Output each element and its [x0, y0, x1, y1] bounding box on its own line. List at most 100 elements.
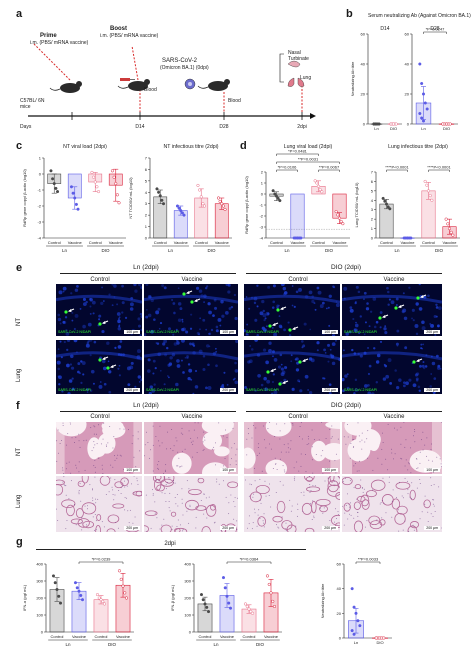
mouse-icon [197, 79, 230, 91]
y-tick-label: 4 [145, 190, 148, 195]
data-point [77, 589, 81, 593]
x-tick-label: Ln [421, 126, 425, 131]
data-point [101, 599, 105, 603]
e-dio-header: DIO (2dpi) [331, 264, 361, 271]
group-label: DIO [435, 248, 444, 253]
arrow-icon [420, 295, 424, 298]
stain-label: SARS-CoV-2 N/DAPI [146, 388, 180, 392]
data-point [80, 598, 85, 602]
chart-c-viral: NT viral load (2dpi) -4 -3 -2 -1 0 1 RdRp gene … [22, 144, 126, 253]
group-label: Ln [284, 248, 290, 253]
scale-bar: 100 μm [220, 468, 236, 472]
stain-label: SARS-CoV-2 N/DAPI [246, 388, 280, 392]
scale-bar: 200 μm [424, 330, 440, 334]
chart-b-d28: D28 0 20 40 60 Ln DIO *P=0.0247 [405, 26, 458, 131]
data-point [49, 169, 53, 173]
x-tick-label: Vaccine [215, 240, 230, 245]
panel-f-letter: f [16, 400, 20, 412]
panel-c-letter: c [16, 140, 23, 152]
data-point [179, 209, 183, 213]
chart-g-ifnb: 0 100 200 300 400 IFN-β (pg/ mL) Control Vaccin… [170, 557, 282, 647]
panel-e-letter: e [16, 262, 23, 274]
data-point [448, 122, 452, 126]
data-point [250, 611, 255, 615]
data-point [110, 169, 115, 173]
x-tick-label: Vaccine [333, 240, 348, 245]
scale-bar: 100 μm [220, 330, 236, 334]
data-point [276, 196, 280, 200]
y-tick-label: 300 [36, 579, 43, 584]
data-point [449, 230, 453, 234]
data-point [336, 213, 340, 217]
fluorescence-micrograph: SARS-CoV-2 N/DAPI 200 μm [244, 340, 340, 394]
days-label: Days [20, 124, 32, 130]
data-point [278, 199, 282, 203]
f-row-lung: Lung [16, 494, 22, 508]
arrow-icon [110, 365, 114, 368]
chart-g-ifna: 0 100 200 300 400 IFN-α (pg/ mL) Control Vaccin… [22, 557, 134, 647]
data-point [95, 593, 100, 597]
histology-image: 200 μm [144, 476, 238, 532]
y-tick-label: 3 [145, 201, 148, 206]
x-tick-label: Control [95, 634, 108, 639]
viral-signal [182, 292, 186, 296]
arrow-icon [186, 291, 190, 294]
data-point [93, 180, 97, 184]
y-tick-label: 60 [361, 32, 366, 37]
sig-bracket [276, 161, 340, 164]
data-point [221, 204, 225, 208]
data-point [243, 602, 248, 606]
e-ln-header: Ln (2dpi) [133, 264, 159, 271]
y-tick-label: -1 [259, 203, 263, 208]
data-point [199, 195, 203, 199]
mice-label: C57BL/ 6N mice [20, 98, 45, 110]
data-point [352, 632, 356, 636]
fluorescence-micrograph: SARS-CoV-2 N/DAPI 200 μm [56, 340, 142, 394]
data-point [339, 219, 343, 224]
bar [290, 193, 305, 239]
y-tick-label: 0 [41, 630, 44, 635]
data-point [391, 122, 396, 126]
y-tick-label: 0 [39, 172, 42, 177]
y-axis-label: IFN-β (pg/ mL) [170, 584, 175, 611]
y-tick-label: 7 [145, 156, 148, 161]
data-point [430, 198, 434, 202]
data-point [381, 196, 385, 200]
nasal-turbinate-icon [287, 60, 301, 68]
y-tick-label: 40 [405, 62, 410, 67]
histology-image: 200 μm [56, 476, 142, 532]
data-point [196, 183, 200, 187]
data-point [423, 101, 427, 105]
scale-bar: 100 μm [322, 468, 338, 472]
data-point [102, 602, 107, 606]
viral-signal [98, 358, 102, 362]
y-tick-label: 1 [371, 226, 374, 231]
data-point [421, 92, 426, 96]
data-point [315, 181, 319, 185]
data-point [425, 183, 429, 187]
data-point [447, 227, 452, 231]
y-tick-label: 2 [371, 217, 374, 222]
data-point [157, 190, 161, 194]
data-point [95, 185, 99, 189]
syringe-icon [120, 78, 135, 81]
histology-image: 200 μm [342, 476, 442, 532]
y-tick-label: 20 [405, 92, 410, 97]
y-tick-label: 1 [39, 156, 42, 161]
y-axis-label: IFN-α (pg/ mL) [22, 584, 27, 611]
dpi2-label: 2dpi [297, 124, 307, 130]
f-ln-control: Control [90, 414, 110, 420]
data-point [114, 182, 118, 186]
viral-signal [106, 366, 110, 370]
virus-icon [184, 78, 196, 90]
data-point [418, 111, 422, 116]
histology-image: 100 μm [56, 422, 142, 474]
x-tick-label: Control [380, 240, 393, 245]
sig-bracket [276, 153, 319, 156]
x-tick-label: DIO [390, 126, 397, 131]
data-point [203, 602, 207, 606]
y-tick-label: 0 [339, 636, 342, 641]
y-tick-label: 40 [337, 586, 342, 591]
data-point [334, 210, 338, 214]
group-label: DIO [325, 248, 334, 253]
